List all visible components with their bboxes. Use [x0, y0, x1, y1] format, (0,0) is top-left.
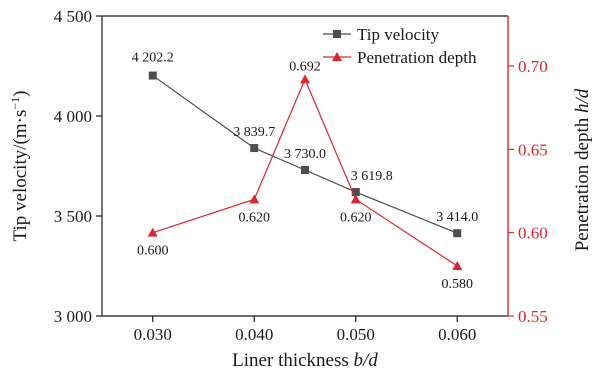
- x-tick-label: 0.060: [438, 325, 476, 344]
- penetration-depth-point: [147, 227, 158, 237]
- tip-velocity-data-label: 3 839.7: [233, 125, 275, 140]
- y-right-tick-label: 0.55: [518, 307, 548, 326]
- x-tick-label: 0.040: [235, 325, 273, 344]
- penetration-depth-data-label: 0.620: [340, 210, 372, 225]
- legend: Tip velocity Penetration depth: [323, 25, 477, 67]
- tip-velocity-point: [301, 166, 309, 174]
- y-left-tick-label: 3 000: [54, 307, 92, 326]
- tip-velocity-point: [148, 71, 157, 80]
- y-right-tick-label: 0.65: [518, 140, 548, 159]
- tip-velocity-data-label: 4 202.2: [132, 51, 174, 66]
- x-tick-label: 0.030: [134, 325, 172, 344]
- y-axis-left-title: Tip velocity/(m·s−1): [8, 91, 31, 242]
- x-tick-label: 0.050: [337, 325, 375, 344]
- penetration-depth-point: [452, 261, 463, 270]
- penetration-depth-point: [350, 194, 361, 204]
- legend-label-penetration-depth: Penetration depth: [357, 48, 477, 67]
- legend-marker-square: [333, 30, 341, 38]
- y-axis-right-title: Penetration depth h/d: [572, 88, 593, 251]
- x-axis-title: Liner thickness b/d: [232, 350, 378, 371]
- y-left-tick-label: 3 500: [54, 207, 92, 226]
- penetration-depth-data-label: 0.692: [289, 59, 321, 74]
- legend-marker-triangle: [332, 52, 342, 61]
- penetration-depth-data-label: 0.620: [239, 210, 271, 225]
- tip-velocity-point: [453, 229, 462, 238]
- legend-label-tip-velocity: Tip velocity: [357, 25, 440, 44]
- penetration-depth-point: [300, 74, 310, 84]
- penetration-depth-point: [249, 194, 260, 204]
- tip-velocity-point: [351, 188, 360, 197]
- tip-velocity-data-label: 3 730.0: [284, 147, 326, 162]
- penetration-depth-data-label: 0.580: [442, 277, 474, 292]
- y-right-tick-label: 0.70: [518, 57, 548, 76]
- penetration-depth-data-label: 0.600: [137, 244, 169, 259]
- y-left-tick-label: 4 500: [54, 7, 92, 26]
- tip-velocity-data-label: 3 414.0: [436, 210, 478, 225]
- tip-velocity-data-label: 3 619.8: [351, 169, 393, 184]
- tip-velocity-point: [250, 144, 259, 153]
- y-right-tick-label: 0.60: [518, 224, 548, 243]
- y-left-tick-label: 4 000: [54, 107, 92, 126]
